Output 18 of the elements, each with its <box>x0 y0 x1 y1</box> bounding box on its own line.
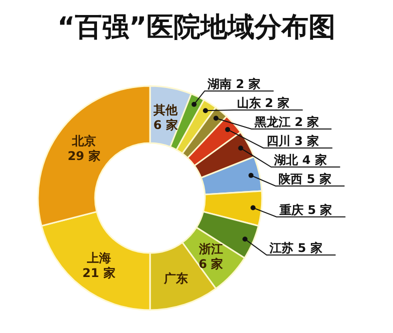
data-label: 29 家 <box>68 148 100 163</box>
slice-label: 上海 <box>86 250 111 265</box>
slice-label: 四川 3 家 <box>266 134 320 148</box>
slice-label: 黑龙江 2 家 <box>253 114 320 129</box>
slice-label: 其他 <box>152 102 179 117</box>
data-label: 21 家 <box>82 266 116 280</box>
slice-label: 湖南 2 家 <box>206 76 260 91</box>
data-label: 6 家 <box>153 118 178 132</box>
slice-label: 北京 <box>71 134 96 148</box>
slice-label: 湖北 4 家 <box>273 152 327 167</box>
data-label: 6 家 <box>198 257 224 272</box>
slice-label: 山东 2 家 <box>236 96 290 110</box>
slice-label: 陕西 5 家 <box>278 172 332 186</box>
chart-title: “百强”医院地域分布图 <box>57 12 336 43</box>
slice-label: 重庆 5 家 <box>278 202 332 217</box>
slice-label: 浙江 <box>198 242 223 256</box>
slice-label: 广东 <box>162 271 188 286</box>
slice-label: 江苏 5 家 <box>268 241 322 256</box>
